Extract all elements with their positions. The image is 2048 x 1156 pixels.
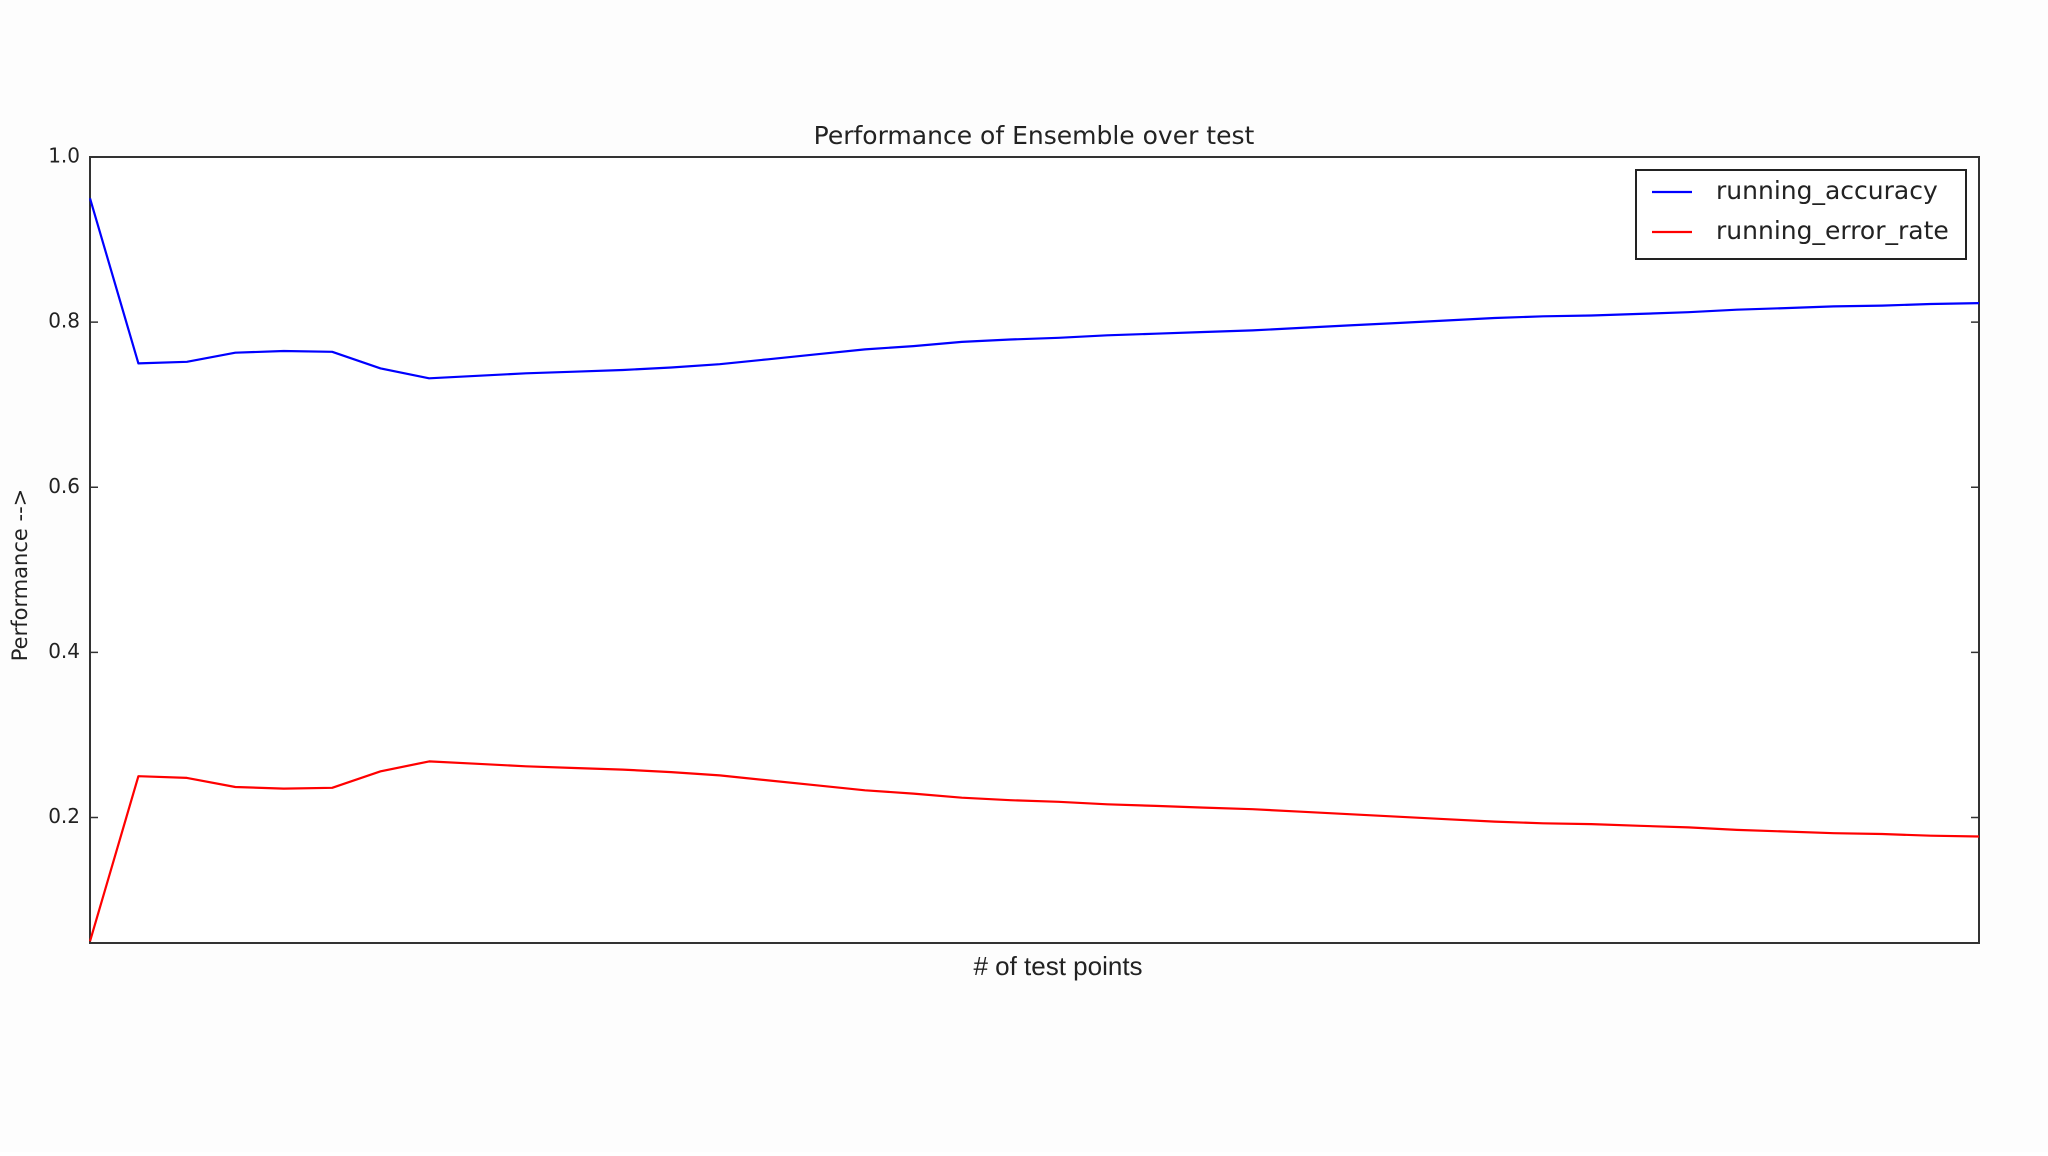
series-line [88, 197, 1980, 380]
chart-title: Performance of Ensemble over test [814, 121, 1255, 150]
y-tick-label: 1.0 [48, 144, 80, 168]
legend-box [1635, 169, 1967, 260]
legend-label: running_error_rate [1716, 216, 1949, 245]
y-tick-label: 0.6 [48, 474, 80, 498]
y-tick-label: 0.4 [48, 639, 80, 663]
plot-frame [89, 156, 1980, 944]
y-axis-label: Performance --> [8, 489, 32, 662]
x-axis-label: # of test points [973, 951, 1142, 981]
legend-label: running_accuracy [1716, 176, 1938, 205]
y-tick-label: 0.8 [48, 309, 80, 333]
legend: running_accuracy running_error_rate [1635, 169, 1967, 260]
series-line [88, 760, 1980, 942]
y-tick-label: 0.2 [48, 804, 80, 828]
